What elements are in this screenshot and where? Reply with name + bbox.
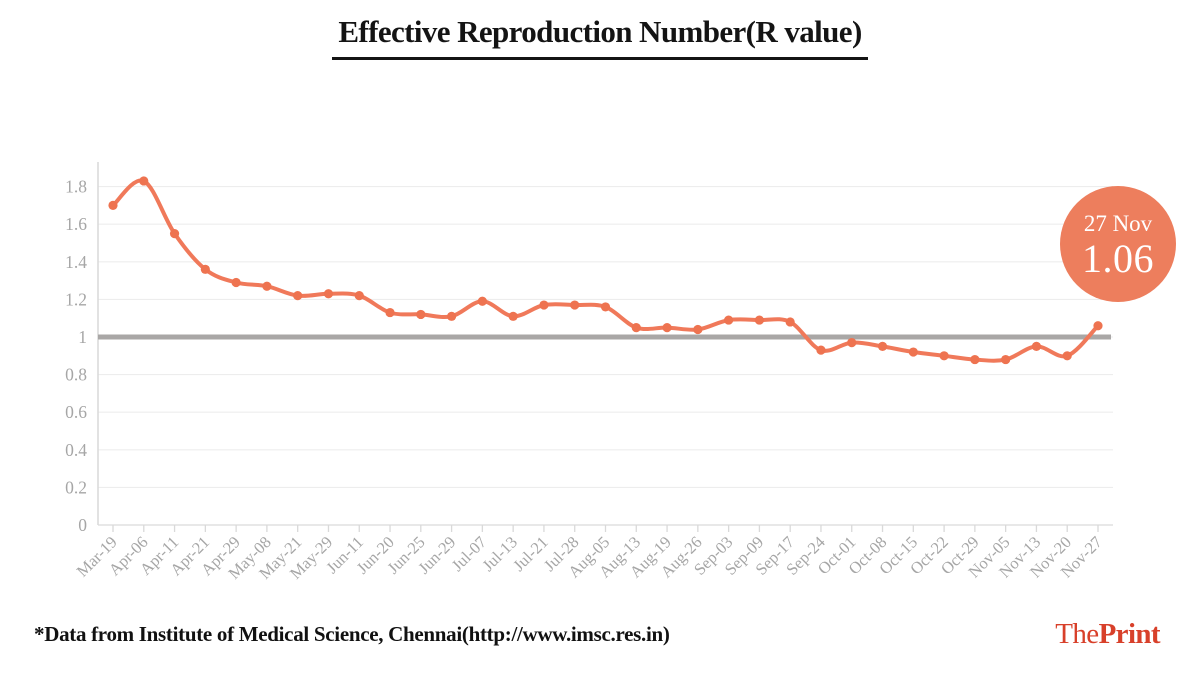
data-point-marker xyxy=(970,354,980,365)
y-tick-label: 0.8 xyxy=(65,365,87,385)
theprint-logo-print: Print xyxy=(1098,618,1161,650)
y-tick-label: 1.6 xyxy=(65,214,87,234)
x-tick-label: Jul-13 xyxy=(478,532,521,575)
y-tick-label: 1 xyxy=(78,327,87,347)
data-point-marker xyxy=(108,200,118,210)
data-point-marker xyxy=(908,347,918,357)
data-point-marker xyxy=(754,315,765,325)
x-tick-label: Jul-21 xyxy=(509,532,552,575)
data-point-marker xyxy=(200,264,210,274)
data-point-marker xyxy=(539,300,549,310)
data-point-marker xyxy=(1001,354,1011,365)
data-point-marker xyxy=(293,291,303,301)
y-tick-label: 0.2 xyxy=(65,477,87,497)
badge-value-label: 1.06 xyxy=(1082,235,1154,281)
data-point-marker xyxy=(631,323,641,333)
data-point-marker xyxy=(1093,321,1103,331)
theprint-logo-the: The xyxy=(1055,618,1099,650)
y-tick-label: 1.4 xyxy=(65,252,87,272)
data-point-marker xyxy=(169,229,180,239)
y-tick-label: 0.6 xyxy=(65,402,87,422)
data-point-marker xyxy=(231,277,241,288)
data-point-marker xyxy=(1031,341,1042,351)
data-point-marker xyxy=(570,300,580,310)
badge-date-label: 27 Nov xyxy=(1083,211,1153,237)
chart-title: Effective Reproduction Number(R value) xyxy=(332,14,868,60)
data-point-marker xyxy=(354,291,364,301)
data-point-marker xyxy=(385,307,395,318)
data-point-marker xyxy=(877,341,888,351)
x-tick-label: Jul-07 xyxy=(448,532,491,575)
y-tick-label: 0 xyxy=(78,515,87,535)
y-tick-label: 1.2 xyxy=(65,289,87,309)
data-point-marker xyxy=(816,345,826,355)
y-tick-label: 0.4 xyxy=(65,440,87,460)
theprint-logo: ThePrint xyxy=(1055,618,1160,651)
data-point-marker xyxy=(477,296,487,306)
data-point-marker xyxy=(508,311,518,321)
data-point-marker xyxy=(662,323,672,333)
data-point-marker xyxy=(939,351,949,361)
data-point-marker xyxy=(1062,351,1072,361)
latest-value-badge: 27 Nov 1.06 xyxy=(1060,186,1176,302)
data-point-marker xyxy=(785,317,795,327)
data-point-marker xyxy=(600,302,611,312)
data-point-marker xyxy=(323,289,334,299)
data-point-marker xyxy=(847,338,857,348)
data-point-marker xyxy=(262,281,272,291)
data-source-note: *Data from Institute of Medical Science,… xyxy=(34,622,670,646)
data-point-marker xyxy=(693,324,703,335)
data-point-marker xyxy=(139,176,149,186)
data-point-marker xyxy=(724,315,734,325)
data-point-marker xyxy=(416,309,426,320)
chart-header: Effective Reproduction Number(R value) xyxy=(0,14,1200,60)
data-point-marker xyxy=(446,311,457,321)
y-tick-label: 1.8 xyxy=(65,177,87,197)
series-line-r-value xyxy=(111,178,1100,363)
